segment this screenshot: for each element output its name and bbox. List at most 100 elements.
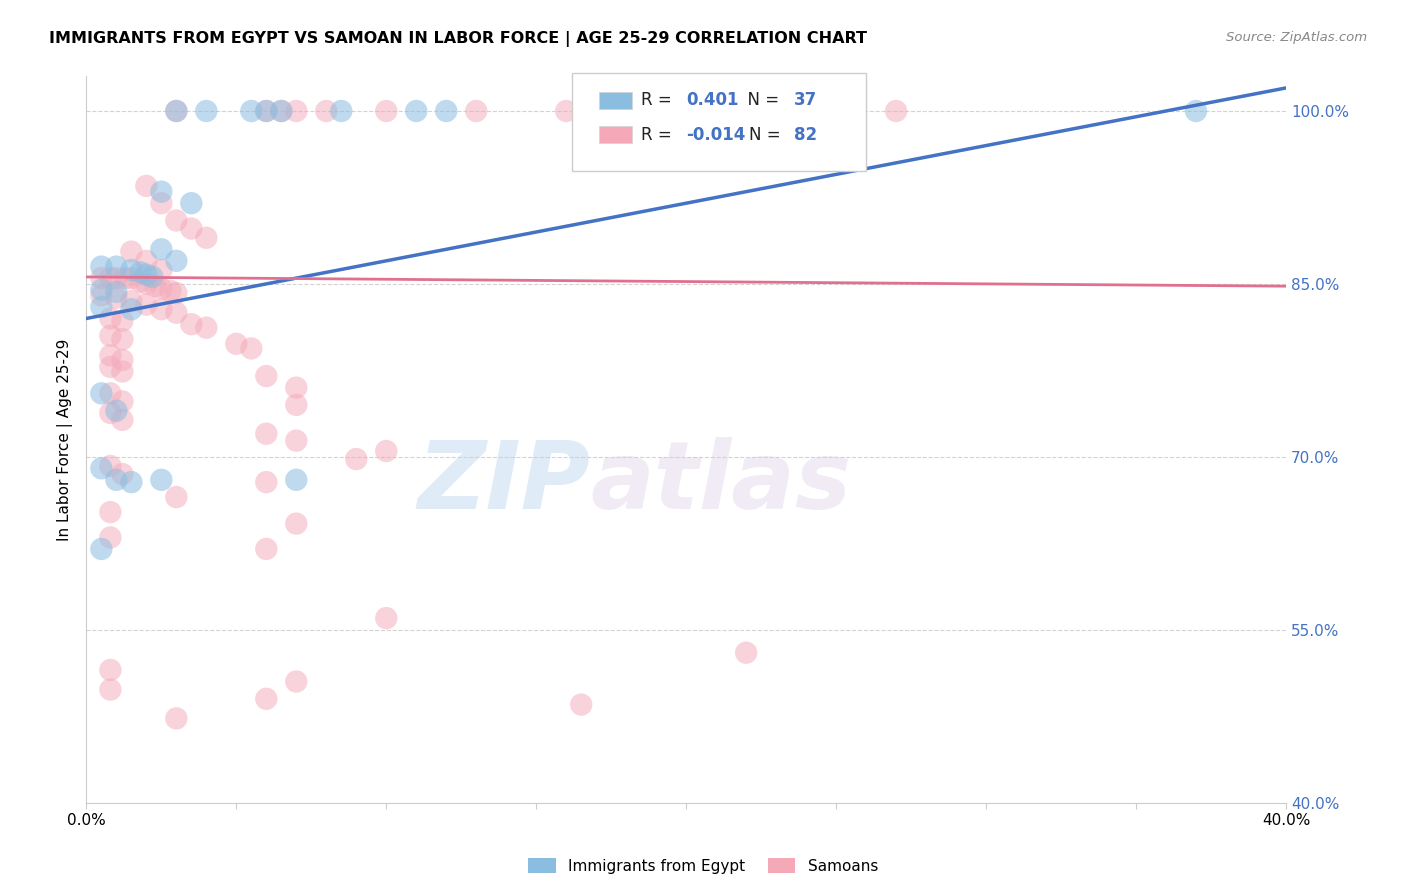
Text: R =: R =	[641, 126, 676, 144]
Point	[111, 314, 134, 328]
Point	[254, 475, 277, 489]
Text: atlas: atlas	[591, 437, 852, 529]
Point	[254, 103, 277, 118]
Y-axis label: In Labor Force | Age 25-29: In Labor Force | Age 25-29	[58, 338, 73, 541]
Point	[90, 300, 112, 314]
Point	[285, 473, 308, 487]
Point	[240, 342, 263, 356]
Point	[405, 103, 427, 118]
Point	[254, 541, 277, 556]
Point	[111, 467, 134, 481]
Text: 37: 37	[794, 91, 817, 110]
Point	[90, 386, 112, 401]
Point	[98, 348, 121, 362]
Text: 82: 82	[794, 126, 817, 144]
Point	[165, 253, 187, 268]
Point	[285, 398, 308, 412]
Text: -0.014: -0.014	[686, 126, 745, 144]
Point	[165, 103, 187, 118]
Point	[98, 682, 121, 697]
Point	[111, 413, 134, 427]
Point	[120, 244, 142, 259]
Point	[98, 386, 121, 401]
Point	[195, 231, 218, 245]
Point	[434, 103, 457, 118]
Point	[90, 461, 112, 475]
Point	[135, 298, 157, 312]
Point	[105, 473, 128, 487]
Point	[120, 271, 142, 285]
Point	[180, 221, 202, 235]
Text: IMMIGRANTS FROM EGYPT VS SAMOAN IN LABOR FORCE | AGE 25-29 CORRELATION CHART: IMMIGRANTS FROM EGYPT VS SAMOAN IN LABOR…	[49, 31, 868, 47]
Point	[90, 271, 112, 285]
Point	[270, 103, 292, 118]
Point	[180, 317, 202, 331]
Point	[105, 291, 128, 305]
Point	[315, 103, 337, 118]
Point	[98, 458, 121, 473]
Point	[105, 271, 128, 285]
Point	[159, 284, 181, 298]
Point	[105, 403, 128, 417]
Point	[645, 103, 668, 118]
Point	[114, 271, 136, 285]
Point	[135, 178, 157, 193]
Point	[129, 275, 152, 289]
Point	[111, 353, 134, 368]
Text: R =: R =	[641, 91, 676, 110]
Point	[165, 306, 187, 320]
Point	[143, 279, 166, 293]
Point	[98, 359, 121, 374]
Point	[165, 286, 187, 301]
Text: 0.401: 0.401	[686, 91, 738, 110]
Text: N =: N =	[748, 126, 786, 144]
Point	[285, 381, 308, 395]
Point	[240, 103, 263, 118]
Point	[735, 103, 758, 118]
Point	[465, 103, 488, 118]
Point	[180, 196, 202, 211]
Point	[165, 213, 187, 227]
Point	[111, 394, 134, 409]
Point	[90, 288, 112, 302]
Point	[375, 611, 398, 625]
Point	[1185, 103, 1208, 118]
Text: Source: ZipAtlas.com: Source: ZipAtlas.com	[1226, 31, 1367, 45]
Point	[165, 490, 187, 504]
Point	[120, 294, 142, 309]
Point	[98, 271, 121, 285]
Point	[195, 103, 218, 118]
Point	[254, 103, 277, 118]
Point	[150, 263, 173, 277]
Point	[135, 253, 157, 268]
Point	[111, 332, 134, 346]
Point	[150, 185, 173, 199]
Point	[375, 444, 398, 458]
Text: ZIP: ZIP	[418, 437, 591, 529]
Point	[150, 281, 173, 295]
Point	[165, 711, 187, 725]
Point	[270, 103, 292, 118]
Point	[285, 516, 308, 531]
Point	[98, 311, 121, 326]
Point	[141, 269, 163, 284]
Point	[98, 663, 121, 677]
Text: N =: N =	[737, 91, 785, 110]
Point	[105, 260, 128, 274]
Point	[225, 336, 247, 351]
Point	[98, 406, 121, 420]
Point	[98, 328, 121, 343]
Point	[150, 242, 173, 256]
Point	[111, 364, 134, 378]
Point	[285, 103, 308, 118]
Point	[344, 452, 367, 467]
Point	[285, 434, 308, 448]
Point	[90, 283, 112, 297]
Point	[195, 320, 218, 334]
Point	[120, 263, 142, 277]
Point	[884, 103, 907, 118]
Point	[254, 691, 277, 706]
Point	[129, 265, 152, 279]
Point	[150, 302, 173, 317]
Point	[98, 505, 121, 519]
